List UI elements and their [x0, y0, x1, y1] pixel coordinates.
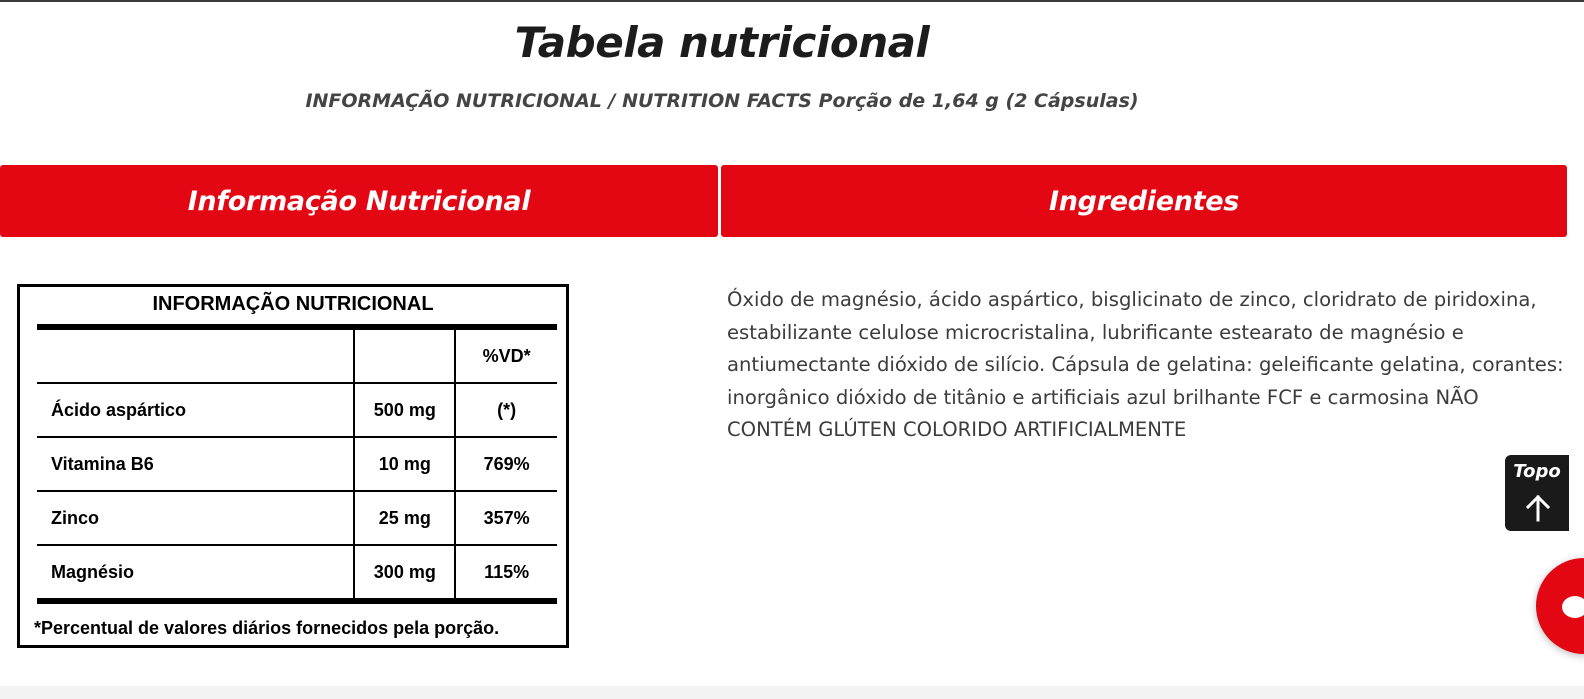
top-divider [0, 0, 1584, 2]
nutrient-name: Ácido aspártico [37, 382, 356, 438]
nutrition-footnote: *Percentual de valores diários fornecido… [34, 618, 500, 638]
tab-informacao-nutricional[interactable]: Informação Nutricional [0, 165, 718, 237]
footer-strip [0, 686, 1584, 699]
tab-label: Ingredientes [1048, 185, 1240, 217]
nutrient-name: Vitamina B6 [37, 436, 356, 492]
nutrition-facts-table: INFORMAÇÃO NUTRICIONAL %VD* Ácido aspárt… [17, 284, 569, 648]
nutrient-amount: 300 mg [353, 544, 457, 604]
ingredients-text: Óxido de magnésio, ácido aspártico, bisg… [727, 288, 1564, 441]
table-row: Vitamina B6 10 mg 769% [37, 436, 557, 492]
nutrient-amount: 25 mg [353, 490, 457, 546]
header-name [37, 324, 356, 384]
nutrition-table-title: INFORMAÇÃO NUTRICIONAL [152, 293, 434, 315]
page-subtitle: INFORMAÇÃO NUTRICIONAL / NUTRITION FACTS… [305, 90, 1139, 112]
nutrient-amount: 500 mg [353, 382, 457, 438]
arrow-up-icon [1525, 494, 1551, 522]
nutrient-name: Magnésio [37, 544, 356, 604]
nutrient-amount: 10 mg [353, 436, 457, 492]
table-row: Ácido aspártico 500 mg (*) [37, 382, 557, 438]
nutrient-name: Zinco [37, 490, 356, 546]
table-row: Zinco 25 mg 357% [37, 490, 557, 546]
back-to-top-label: Topo [1513, 461, 1561, 482]
nutrient-vd: (*) [454, 382, 557, 438]
chat-bubble-icon [1562, 596, 1584, 618]
nutrition-table: %VD* Ácido aspártico 500 mg (*) Vitamina… [37, 324, 557, 604]
nutrient-vd: 357% [454, 490, 557, 546]
chat-button[interactable] [1536, 558, 1584, 654]
header-vd: %VD* [454, 324, 557, 384]
tab-ingredientes[interactable]: Ingredientes [721, 165, 1567, 237]
nutrient-vd: 115% [454, 544, 557, 604]
header-amount [353, 324, 457, 384]
nutrient-vd: 769% [454, 436, 557, 492]
tab-label: Informação Nutricional [187, 185, 531, 217]
page-title: Tabela nutricional [514, 18, 930, 67]
back-to-top-button[interactable]: Topo [1505, 455, 1569, 531]
table-header-row: %VD* [37, 324, 557, 384]
table-row: Magnésio 300 mg 115% [37, 544, 557, 604]
